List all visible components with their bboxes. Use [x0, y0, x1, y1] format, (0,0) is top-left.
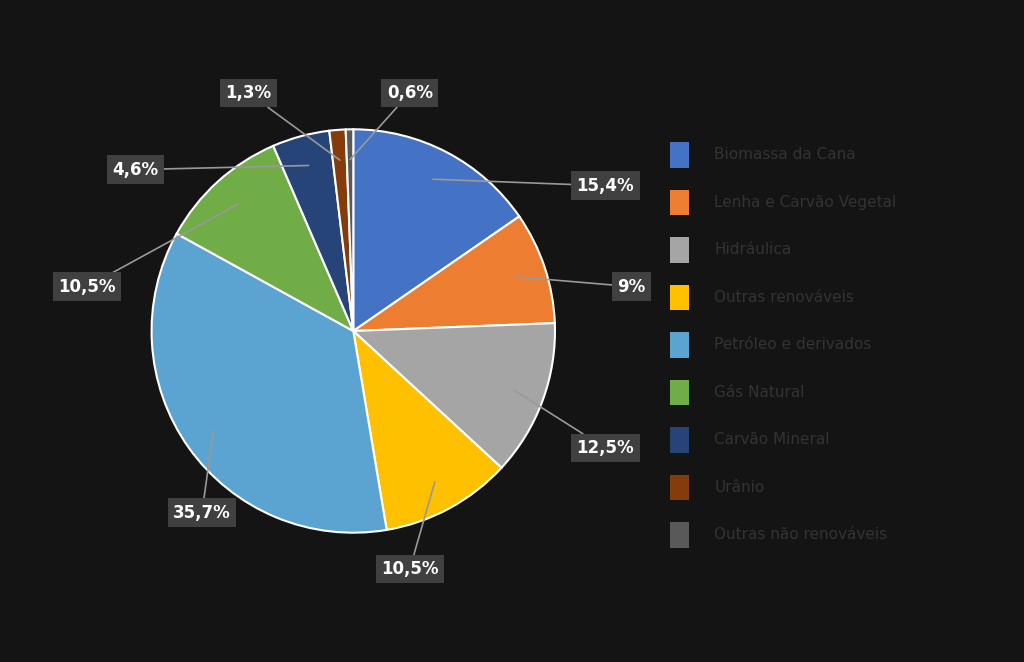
Wedge shape: [353, 323, 555, 468]
Text: Urânio: Urânio: [715, 480, 765, 495]
FancyBboxPatch shape: [670, 142, 689, 167]
Wedge shape: [273, 130, 353, 331]
Text: Gás Natural: Gás Natural: [715, 385, 805, 400]
Wedge shape: [353, 216, 555, 331]
Text: 10,5%: 10,5%: [381, 482, 438, 578]
FancyBboxPatch shape: [670, 237, 689, 263]
FancyBboxPatch shape: [670, 285, 689, 310]
FancyBboxPatch shape: [670, 189, 689, 215]
Text: Lenha e Carvão Vegetal: Lenha e Carvão Vegetal: [715, 195, 897, 210]
Text: 1,3%: 1,3%: [225, 84, 340, 160]
Text: 10,5%: 10,5%: [58, 204, 238, 296]
Text: Hidráulica: Hidráulica: [715, 242, 792, 258]
FancyBboxPatch shape: [670, 475, 689, 500]
Wedge shape: [330, 130, 353, 331]
Wedge shape: [353, 331, 502, 530]
Text: Petróleo e derivados: Petróleo e derivados: [715, 338, 871, 352]
FancyBboxPatch shape: [670, 332, 689, 357]
Text: Biomassa da Cana: Biomassa da Cana: [715, 148, 856, 162]
Text: Outras não renováveis: Outras não renováveis: [715, 528, 888, 542]
Text: Carvão Mineral: Carvão Mineral: [715, 432, 830, 448]
Wedge shape: [353, 129, 519, 331]
Wedge shape: [152, 234, 387, 533]
Text: 15,4%: 15,4%: [433, 177, 634, 195]
FancyBboxPatch shape: [670, 522, 689, 547]
FancyBboxPatch shape: [670, 427, 689, 453]
Text: 9%: 9%: [516, 277, 646, 296]
Text: 35,7%: 35,7%: [173, 430, 230, 522]
Text: Outras renováveis: Outras renováveis: [715, 290, 854, 305]
Wedge shape: [346, 129, 353, 331]
Wedge shape: [176, 146, 353, 331]
Text: 0,6%: 0,6%: [350, 84, 433, 160]
FancyBboxPatch shape: [670, 380, 689, 405]
Text: 12,5%: 12,5%: [514, 391, 634, 457]
Text: 4,6%: 4,6%: [113, 161, 308, 179]
